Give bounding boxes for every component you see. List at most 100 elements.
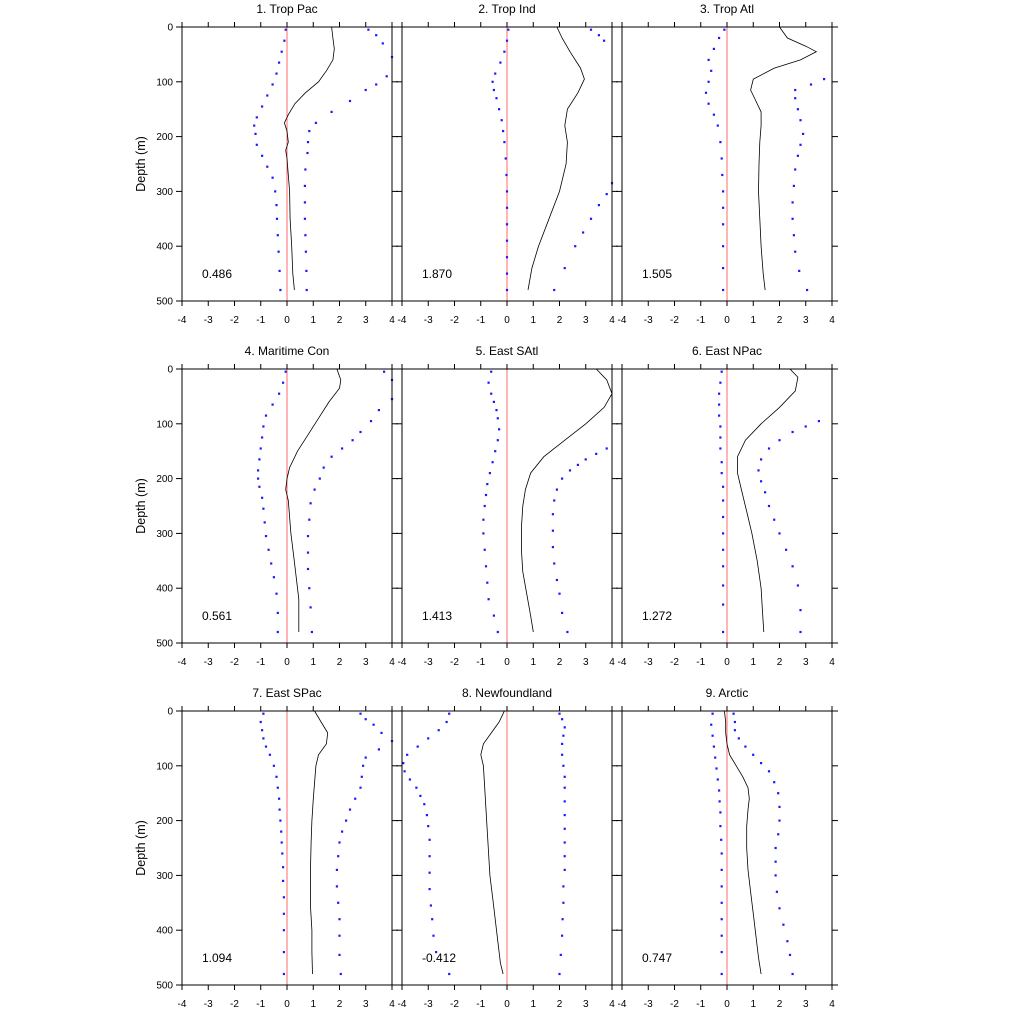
lower-bound-dot (275, 204, 278, 207)
upper-bound-dot (338, 934, 341, 937)
lower-bound-dot (720, 472, 723, 475)
mean-profile-line (737, 369, 799, 633)
upper-bound-dot (308, 518, 311, 521)
lower-bound-dot (718, 800, 721, 803)
lower-bound-dot (719, 436, 722, 439)
upper-bound-dot (817, 420, 820, 423)
panel-3: 3. Trop Atl -4 -3 -2 -1 0 1 2 3 4 1.505 (616, 2, 838, 326)
lower-bound-dot (505, 256, 509, 259)
lower-bound-dot (484, 565, 488, 568)
upper-bound-dot (303, 217, 306, 220)
upper-bound-dot (597, 34, 600, 37)
upper-bound-dot (377, 409, 380, 412)
lower-bound-dot (282, 896, 285, 899)
x-tick-label: -1 (696, 999, 705, 1010)
lower-bound-dot (722, 532, 725, 535)
lower-bound-dot (722, 190, 725, 193)
upper-bound-dot (777, 792, 780, 795)
x-tick-label: -3 (644, 657, 653, 668)
x-tick-label: 3 (363, 657, 369, 668)
lower-bound-dot (448, 972, 451, 976)
y-tick-label: 100 (156, 419, 173, 430)
upper-bound-dot (775, 890, 778, 893)
upper-bound-dot (563, 800, 566, 803)
panel-title: 7. East SPac (252, 686, 321, 700)
lower-bound-dot (264, 535, 268, 538)
lower-bound-dot (406, 753, 409, 756)
lower-bound-dot (711, 734, 714, 737)
mean-profile-line (521, 369, 612, 633)
lower-bound-dot (722, 515, 725, 519)
x-tick-label: 0 (724, 315, 730, 326)
upper-bound-dot (561, 934, 564, 937)
lower-bound-dot (720, 934, 723, 937)
lower-bound-dot (282, 912, 285, 915)
lower-bound-dot (279, 819, 282, 822)
lower-bound-dot (257, 477, 260, 480)
lower-bound-dot (720, 370, 723, 373)
y-axis-title: Depth (m) (134, 136, 148, 192)
upper-bound-dot (589, 217, 593, 220)
lower-bound-dot (259, 447, 262, 450)
x-tick-label: 3 (583, 999, 589, 1010)
x-tick-label: -1 (256, 315, 265, 326)
x-tick-label: 3 (803, 315, 809, 326)
x-tick-label: -1 (256, 657, 265, 668)
upper-bound-dot (595, 452, 598, 455)
lower-bound-dot (505, 288, 509, 292)
upper-bound-dot (341, 830, 344, 833)
lower-bound-dot (720, 157, 723, 160)
upper-bound-dot (558, 712, 561, 715)
y-tick-label: 300 (156, 187, 173, 198)
lower-bound-dot (280, 50, 283, 53)
lower-bound-dot (505, 190, 509, 193)
lower-bound-dot (268, 753, 271, 756)
lower-bound-dot (499, 61, 502, 64)
lower-bound-dot (261, 105, 264, 108)
upper-bound-dot (551, 513, 554, 516)
lower-bound-dot (720, 461, 723, 464)
lower-bound-dot (483, 548, 486, 551)
x-tick-label: 3 (803, 999, 809, 1010)
upper-bound-dot (338, 841, 341, 844)
upper-bound-dot (562, 901, 565, 904)
lower-bound-dot (503, 141, 506, 144)
upper-bound-dot (314, 121, 317, 124)
lower-bound-dot (253, 124, 256, 127)
upper-bound-dot (574, 245, 577, 248)
lower-bound-dot (495, 97, 498, 100)
mean-profile-line (724, 711, 762, 975)
lower-bound-dot (712, 745, 715, 748)
upper-bound-dot (377, 748, 380, 751)
lower-bound-dot (716, 778, 719, 781)
lower-bound-dot (279, 288, 282, 292)
upper-bound-dot (322, 466, 325, 469)
y-tick-label: 300 (156, 529, 173, 540)
y-tick-label: 0 (167, 23, 173, 34)
upper-bound-dot (794, 250, 797, 253)
lower-bound-dot (271, 83, 274, 86)
lower-bound-dot (283, 39, 286, 42)
x-tick-label: 2 (337, 999, 343, 1010)
y-tick-label: 0 (167, 365, 173, 376)
x-tick-label: -2 (450, 999, 459, 1010)
panel-title: 8. Newfoundland (462, 686, 552, 700)
lower-bound-dot (491, 80, 494, 83)
lower-bound-dot (487, 598, 490, 601)
lower-bound-dot (408, 778, 411, 781)
panel-4: 4. Maritime Con -4 -3 -2 -1 0 1 2 3 4 0 100 200 300 40… (134, 344, 398, 668)
upper-bound-dot (555, 488, 558, 491)
panel-title: 1. Trop Pac (256, 2, 317, 16)
upper-bound-dot (589, 28, 593, 31)
lower-bound-dot (722, 206, 725, 209)
upper-bound-dot (553, 562, 556, 565)
y-tick-label: 200 (156, 474, 173, 485)
lower-bound-dot (488, 472, 491, 475)
upper-bound-dot (563, 868, 566, 871)
panel-value-annotation: 1.413 (422, 609, 452, 623)
lower-bound-dot (282, 951, 285, 954)
lower-bound-dot (723, 28, 726, 31)
upper-bound-dot (582, 231, 585, 234)
upper-bound-dot (778, 907, 781, 910)
lower-bound-dot (403, 770, 406, 773)
